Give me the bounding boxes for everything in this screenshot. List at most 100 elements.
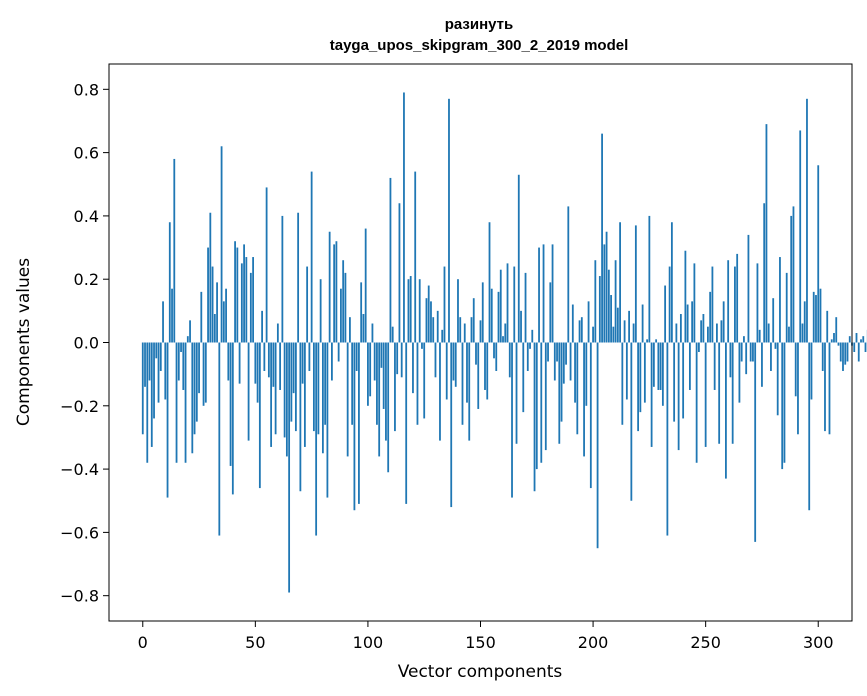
bar-component-24: [195, 342, 198, 422]
bar-component-136: [448, 98, 450, 343]
bar-component-220: [637, 342, 640, 432]
y-tick-label: −0.6: [60, 523, 99, 542]
bar-component-12: [168, 222, 171, 343]
bar-component-152: [484, 342, 486, 390]
bar-component-69: [297, 212, 300, 343]
bar-component-151: [481, 282, 484, 343]
bar-component-77: [315, 342, 318, 536]
bar-component-226: [650, 342, 653, 447]
bar-component-6: [155, 342, 158, 359]
bar-component-157: [495, 342, 498, 371]
bar-component-188: [565, 342, 567, 365]
bar-component-41: [234, 241, 236, 343]
bar-component-150: [479, 320, 482, 343]
y-tick-label: 0.8: [74, 80, 99, 99]
bar-component-200: [592, 326, 594, 343]
bar-component-267: [743, 336, 745, 343]
bar-component-218: [632, 323, 635, 343]
bar-component-161: [504, 323, 507, 343]
bar-component-59: [274, 342, 277, 435]
bar-component-111: [391, 326, 394, 343]
y-tick-label: −0.8: [60, 587, 99, 606]
bar-component-123: [418, 279, 421, 343]
bar-component-14: [173, 158, 176, 343]
bar-component-321: [864, 342, 867, 352]
bar-component-221: [639, 342, 642, 413]
bar-component-8: [159, 342, 162, 371]
bar-component-85: [333, 244, 336, 343]
bar-component-56: [267, 342, 270, 378]
bar-component-303: [824, 342, 826, 432]
bar-component-33: [216, 282, 218, 343]
bar-component-4: [150, 342, 153, 447]
bar-component-241: [684, 250, 687, 343]
bar-component-254: [713, 342, 716, 390]
bar-component-312: [844, 342, 847, 365]
bar-component-140: [457, 279, 459, 343]
bar-component-58: [272, 342, 275, 387]
bar-component-70: [299, 342, 302, 492]
bar-component-83: [328, 231, 331, 343]
bar-component-291: [797, 342, 799, 435]
y-tick-label: −0.2: [60, 397, 99, 416]
bar-component-175: [535, 342, 538, 470]
bars-group: [141, 92, 867, 593]
bar-component-211: [616, 307, 619, 343]
bar-component-40: [231, 342, 234, 495]
bar-component-167: [517, 174, 520, 343]
y-tick-label: −0.4: [60, 460, 99, 479]
bar-component-156: [493, 342, 495, 359]
bar-component-60: [276, 323, 279, 343]
x-tick-label: 200: [578, 633, 609, 652]
bar-component-235: [670, 222, 673, 343]
bar-component-304: [826, 310, 829, 343]
bar-component-84: [331, 342, 333, 381]
bar-component-93: [351, 342, 354, 425]
bar-component-308: [835, 317, 838, 343]
bar-component-280: [772, 298, 775, 343]
y-axis-label: Components values: [14, 258, 34, 426]
bar-component-89: [342, 260, 345, 343]
bar-component-169: [522, 342, 525, 413]
x-tick-label: 0: [138, 633, 148, 652]
bar-component-31: [211, 266, 214, 343]
bar-component-282: [776, 342, 779, 416]
bar-component-244: [691, 301, 694, 343]
bar-component-306: [830, 339, 833, 343]
bar-component-159: [499, 269, 502, 343]
bar-component-34: [218, 342, 221, 536]
bar-component-52: [258, 342, 261, 489]
bar-component-247: [698, 342, 700, 352]
bar-component-79: [319, 279, 322, 343]
bar-component-302: [821, 342, 824, 371]
bar-component-273: [756, 263, 759, 343]
bar-component-277: [765, 124, 768, 343]
bar-component-314: [848, 336, 851, 343]
bar-component-35: [220, 146, 223, 343]
bar-component-234: [668, 266, 671, 343]
bar-component-189: [567, 206, 570, 343]
bar-component-290: [794, 342, 797, 397]
bar-component-286: [785, 272, 788, 343]
bar-component-143: [463, 323, 466, 343]
bar-component-75: [310, 171, 313, 343]
bar-component-318: [857, 342, 860, 362]
bar-component-233: [666, 342, 669, 536]
bar-component-287: [788, 326, 790, 343]
bar-component-63: [283, 342, 286, 438]
bar-component-109: [387, 342, 390, 473]
bar-component-106: [380, 342, 383, 368]
bar-component-222: [641, 304, 644, 343]
bar-component-204: [601, 133, 603, 343]
bar-component-202: [596, 342, 599, 549]
bar-component-65: [288, 342, 291, 593]
bar-component-110: [389, 177, 392, 343]
bar-component-228: [655, 339, 658, 343]
bar-component-227: [652, 342, 655, 387]
bar-component-155: [490, 288, 493, 343]
y-axis-ticks: −0.8 −0.6 −0.4 −0.2 0.0 0.2 0.4 0.6 0.8: [60, 80, 109, 606]
bar-component-193: [576, 342, 579, 435]
bar-component-66: [290, 342, 293, 422]
bar-component-261: [729, 342, 732, 378]
bar-component-246: [695, 342, 698, 463]
